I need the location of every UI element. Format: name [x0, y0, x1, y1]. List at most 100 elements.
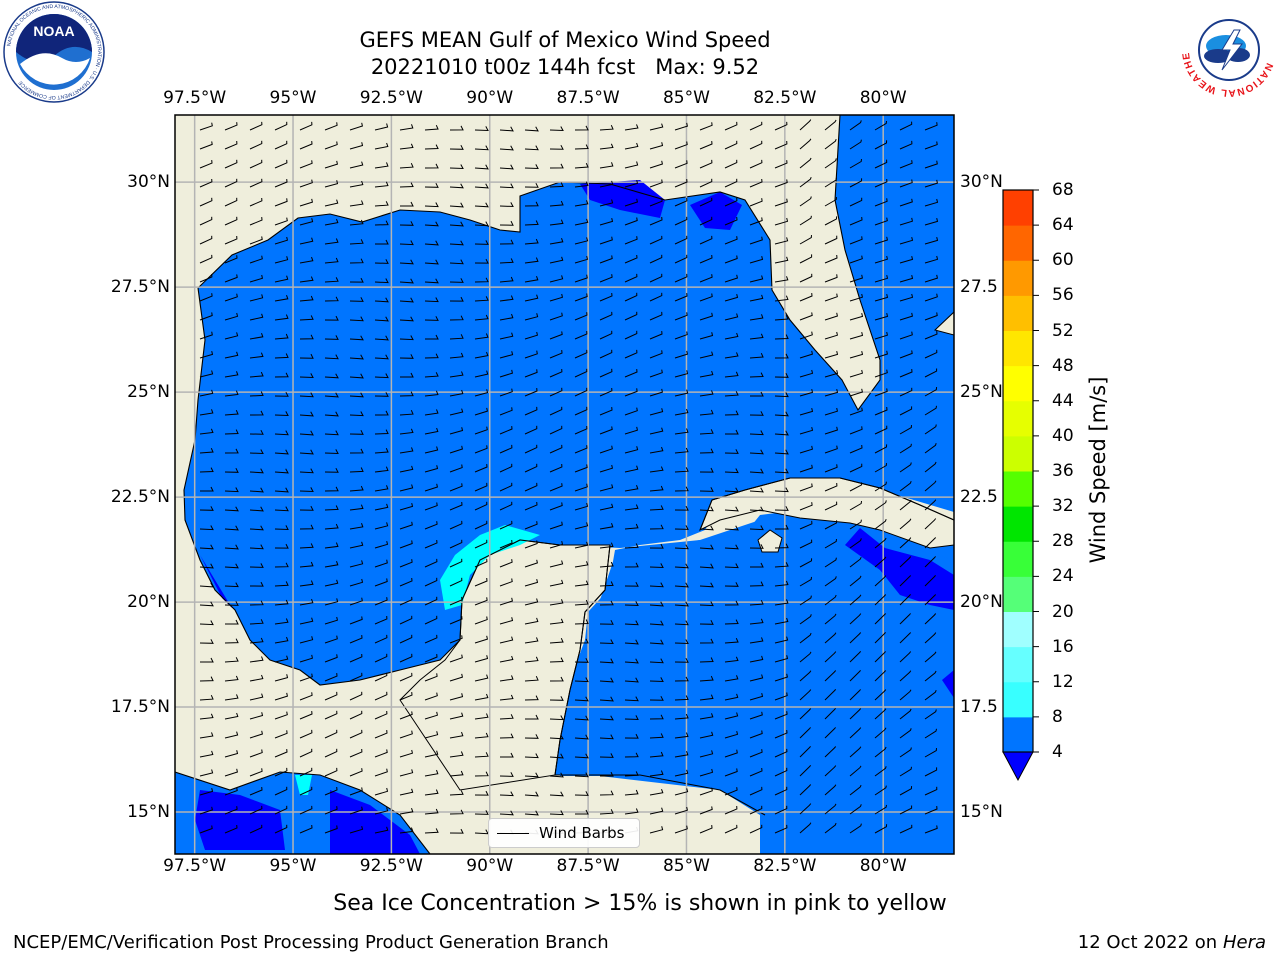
- wind-barb-131: [474, 202, 489, 208]
- wind-barb-21: [724, 121, 738, 131]
- wind-barb-1072: [749, 786, 763, 796]
- wind-barb-740: [699, 582, 714, 588]
- wind-barb-472: [749, 411, 764, 416]
- wind-barb-282: [499, 295, 514, 302]
- wind-barb-388: [899, 350, 913, 359]
- wind-barb-802: [749, 618, 764, 625]
- wind-barb-590: [699, 487, 714, 492]
- coastline-mexico: [183, 287, 463, 686]
- wind-barb-38: [399, 143, 414, 150]
- wind-barb-205: [824, 235, 838, 245]
- wind-barb-949: [674, 713, 689, 720]
- wind-barb-854: [549, 657, 564, 663]
- wind-barb-825: [574, 638, 589, 644]
- wind-barb-780: [199, 620, 214, 626]
- wind-barb-1064: [549, 791, 564, 797]
- wind-barb-1138: [899, 824, 913, 834]
- wind-barb-56: [849, 139, 862, 150]
- wind-barb-153: [274, 217, 288, 226]
- wind-barb-955: [824, 708, 836, 720]
- light-wind-region-pacific: [295, 775, 312, 795]
- wind-barb-420: [199, 389, 214, 397]
- wind-barb-577: [374, 485, 389, 492]
- wind-barb-322: [749, 314, 764, 321]
- wind-barb-882: [499, 675, 514, 682]
- wind-barb-329: [924, 312, 938, 321]
- wind-barb-772: [749, 600, 764, 606]
- wind-barb-225: [574, 255, 589, 264]
- wind-barb-1099: [674, 806, 688, 815]
- wind-barb-837: [874, 632, 886, 644]
- wind-barb-310: [449, 315, 464, 321]
- wind-barb-893: [774, 673, 788, 682]
- wind-barb-563: [774, 468, 789, 474]
- wind-barb-595: [824, 482, 838, 492]
- lat-tick-right-1: 27.5: [960, 277, 998, 298]
- wind-barb-695: [324, 561, 339, 568]
- wind-barb-527: [624, 446, 639, 454]
- coastline: [197, 115, 881, 412]
- wind-barb-360: [199, 350, 214, 359]
- wind-barb-288: [649, 292, 663, 302]
- wind-barb-372: [499, 351, 514, 359]
- lon-tick-top-4: 87.5°W: [556, 88, 620, 108]
- wind-barb-55: [824, 139, 837, 150]
- wind-barb-232: [749, 255, 764, 264]
- wind-barb-866: [849, 651, 862, 663]
- wind-barb-782: [249, 619, 264, 625]
- wind-barb-771: [724, 600, 739, 606]
- wind-barb-858: [649, 658, 664, 664]
- wind-barb-503: [774, 430, 789, 436]
- wind-barb-975: [574, 734, 589, 740]
- wind-barb-937: [374, 710, 388, 720]
- wind-barb-891: [724, 675, 739, 682]
- wind-barb-823: [524, 637, 539, 644]
- wind-barb-528: [649, 446, 664, 454]
- wind-barb-601: [224, 506, 239, 512]
- wind-barb-556: [599, 464, 613, 473]
- wind-barb-554: [549, 463, 563, 473]
- wind-barb-702: [499, 559, 513, 568]
- wind-barb-717: [874, 556, 887, 568]
- wind-barb-992: [249, 749, 263, 758]
- calm-region-florida-big-bend: [690, 192, 742, 230]
- wind-barb-92: [249, 178, 263, 188]
- wind-barb-958: [899, 708, 912, 720]
- wind-barb-723: [274, 581, 289, 587]
- wind-barb-468: [649, 408, 664, 416]
- wind-barb-790: [449, 616, 463, 625]
- wind-barb-167: [624, 217, 638, 226]
- wind-barb-467: [624, 407, 638, 416]
- wind-barb-979: [674, 732, 689, 739]
- wind-barb-834: [799, 632, 812, 644]
- wind-barb-198: [649, 235, 663, 245]
- wind-barb-421: [224, 390, 239, 397]
- wind-barb-46: [599, 143, 614, 150]
- footer-date-text: 12 Oct 2022 on: [1077, 932, 1223, 953]
- wind-barb-437: [624, 388, 638, 397]
- wind-barb-638: [399, 521, 413, 530]
- wind-barb-239: [924, 255, 939, 264]
- wind-barb-643: [524, 521, 538, 530]
- wind-barb-1074: [799, 784, 812, 796]
- wind-barb-659: [924, 518, 937, 530]
- wind-barb-426: [349, 392, 364, 398]
- wind-barb-295: [824, 293, 838, 302]
- wind-barb-300: [199, 312, 213, 321]
- wind-barb-317: [624, 311, 638, 321]
- wind-barb-579: [424, 483, 438, 492]
- wind-barb-950: [699, 713, 714, 720]
- wind-barb-865: [824, 651, 837, 663]
- footer-host: Hera: [1222, 932, 1266, 953]
- wind-barb-1083: [274, 805, 288, 815]
- wind-barb-298: [899, 293, 914, 302]
- wind-barb-618: [649, 505, 664, 511]
- wind-barb-741: [724, 582, 739, 587]
- wind-barb-277: [374, 297, 389, 303]
- wind-barb-763: [524, 598, 539, 606]
- wind-barb-1131: [724, 824, 738, 834]
- colorbar-label: Wind Speed [m/s]: [1086, 376, 1110, 564]
- wind-barb-616: [599, 503, 614, 511]
- wind-barb-991: [224, 750, 239, 758]
- wind-barb-1081: [224, 806, 238, 815]
